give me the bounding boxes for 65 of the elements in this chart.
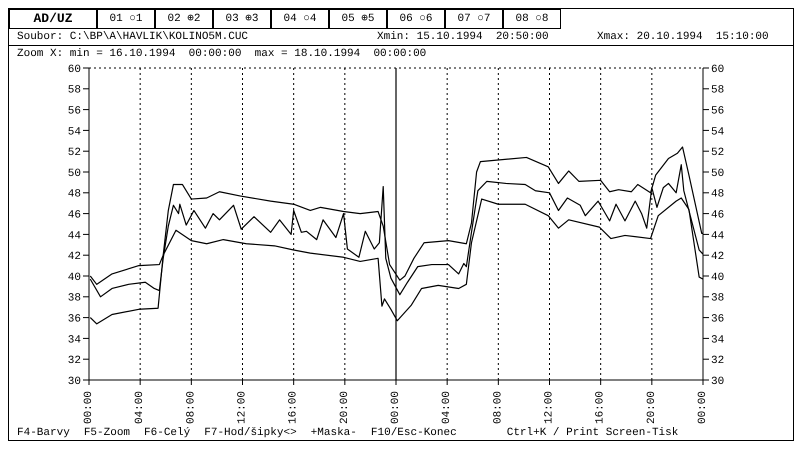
text: 02 ⊕2 bbox=[155, 9, 213, 29]
text: +Maska- bbox=[310, 427, 357, 439]
x-tick-label: 04:00 bbox=[441, 391, 454, 424]
x-tick-label: 20:00 bbox=[646, 391, 658, 424]
text: F6-Celý bbox=[144, 427, 190, 439]
y2-tick-label: 38 bbox=[711, 292, 724, 305]
y-tick-label: 30 bbox=[68, 376, 81, 388]
x-tick-label: 04:00 bbox=[134, 391, 146, 424]
y2-tick-label: 48 bbox=[711, 188, 724, 201]
y2-tick-label: 58 bbox=[711, 84, 724, 97]
y-tick-label: 32 bbox=[68, 355, 81, 368]
text: 04 ○4 bbox=[271, 9, 329, 29]
text: Xmin: 15.10.1994 20:50:00 bbox=[377, 30, 550, 45]
x-tick-label: 00:00 bbox=[697, 391, 709, 424]
y-tick-label: 58 bbox=[68, 84, 81, 97]
y2-tick-label: 52 bbox=[711, 147, 724, 160]
y2-tick-label: 56 bbox=[711, 106, 724, 118]
y-tick-label: 42 bbox=[68, 251, 81, 264]
text: Soubor: C:\BP\A\HAVLIK\KOLINO5M.CUC bbox=[17, 30, 250, 45]
y-tick-label: 60 bbox=[68, 64, 81, 76]
text: F4-Barvy bbox=[17, 427, 70, 439]
y2-tick-label: 36 bbox=[711, 314, 724, 326]
x-tick-label: 20:00 bbox=[338, 391, 351, 424]
x-tick-label: 16:00 bbox=[288, 391, 300, 424]
y2-tick-label: 54 bbox=[711, 126, 725, 138]
text: 08 ○8 bbox=[503, 9, 561, 29]
y-tick-label: 36 bbox=[68, 314, 81, 326]
text: 03 ⊕3 bbox=[213, 9, 271, 29]
text: 05 ⊕5 bbox=[329, 9, 387, 29]
y2-tick-label: 42 bbox=[711, 251, 724, 264]
text: F5-Zoom bbox=[84, 427, 130, 439]
y2-tick-label: 60 bbox=[711, 64, 724, 76]
y2-tick-label: 44 bbox=[711, 230, 725, 242]
y2-tick-label: 32 bbox=[711, 355, 724, 368]
text: Ctrl+K / Print Screen-Tisk bbox=[506, 427, 678, 439]
y2-tick-label: 40 bbox=[711, 272, 724, 284]
y2-tick-label: 50 bbox=[711, 168, 724, 180]
x-tick-label: 12:00 bbox=[544, 391, 556, 424]
text: F10/Esc-Konec bbox=[370, 427, 457, 439]
text: Xmax: 20.10.1994 15:10:00 bbox=[597, 30, 769, 45]
y-tick-label: 50 bbox=[68, 168, 81, 180]
y-tick-label: 46 bbox=[68, 210, 81, 222]
text: 01 ○1 bbox=[97, 9, 155, 29]
y-tick-label: 38 bbox=[68, 292, 81, 305]
text: 06 ○6 bbox=[387, 9, 445, 29]
x-tick-label: 08:00 bbox=[185, 391, 198, 424]
y-tick-label: 56 bbox=[68, 106, 81, 118]
text: Zoom X: min = 16.10.1994 00:00:00 max = 18.10.1994 00:00:00 bbox=[16, 47, 428, 62]
y2-tick-label: 46 bbox=[711, 210, 724, 222]
x-tick-label: 00:00 bbox=[390, 391, 402, 424]
text: 07 ○7 bbox=[445, 9, 503, 29]
y2-tick-label: 30 bbox=[711, 376, 724, 388]
x-tick-label: 08:00 bbox=[492, 391, 504, 424]
y-tick-label: 52 bbox=[68, 147, 81, 160]
x-tick-label: 12:00 bbox=[236, 391, 248, 424]
y-tick-label: 48 bbox=[68, 188, 81, 201]
y-tick-label: 44 bbox=[68, 230, 82, 242]
y-tick-label: 40 bbox=[68, 272, 81, 284]
y-tick-label: 34 bbox=[68, 334, 82, 346]
y-tick-label: 54 bbox=[68, 126, 82, 138]
y2-tick-label: 34 bbox=[711, 334, 725, 346]
x-tick-label: 00:00 bbox=[83, 391, 95, 424]
x-tick-label: 16:00 bbox=[594, 391, 607, 424]
text: AD/UZ bbox=[9, 9, 97, 29]
text: F7-Hod/šipky<> bbox=[204, 427, 297, 439]
